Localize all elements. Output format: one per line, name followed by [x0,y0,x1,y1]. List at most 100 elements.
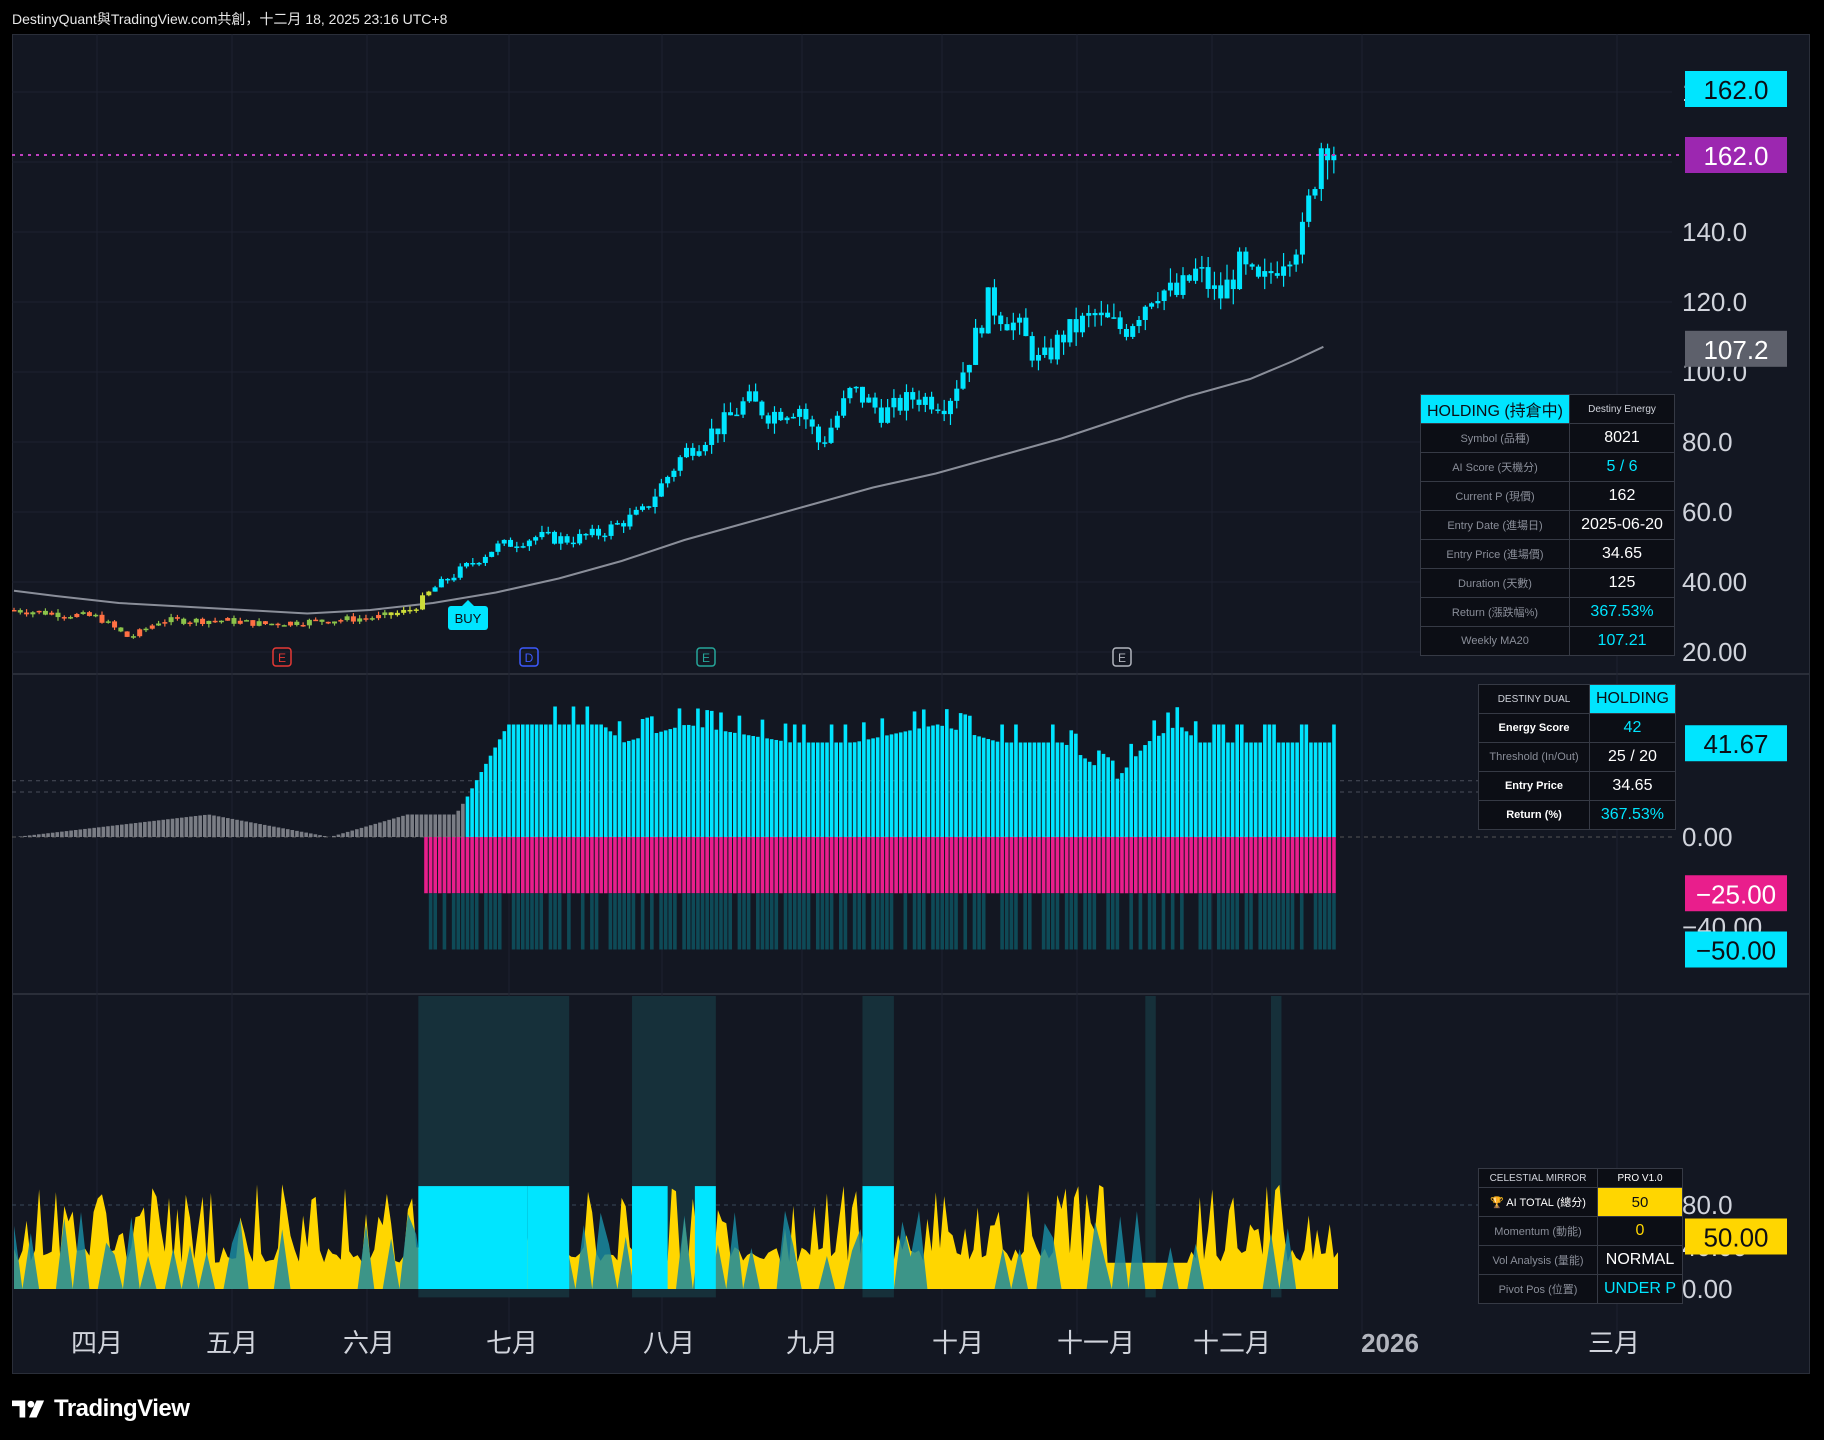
energy-bar [405,814,410,837]
row-value: 34.65 [1589,771,1676,801]
energy-bar [350,830,355,837]
energy-bar [166,819,170,837]
energy-floor-bar [949,893,954,950]
candle-body [1111,317,1117,319]
energy-bar [202,814,207,837]
candle-body [1299,221,1305,255]
energy-negative-bar [447,837,451,894]
energy-negative-bar [958,837,963,894]
energy-bar [912,711,917,837]
candle-body [1079,315,1085,333]
energy-bar [908,730,912,837]
energy-negative-bar [829,837,834,894]
energy-negative-bar [972,837,977,894]
energy-negative-bar [548,837,553,894]
energy-floor-bar [696,893,700,950]
candle-body [885,407,891,423]
candle-body [363,618,369,620]
energy-negative-bar [1143,837,1147,894]
energy-floor-bar [451,893,456,950]
candle-body [294,621,300,625]
energy-negative-bar [493,837,497,894]
energy-floor-bar [1332,893,1336,950]
energy-negative-bar [433,837,438,894]
energy-floor-bar [1004,893,1009,950]
energy-negative-bar [986,837,991,894]
row-value: NORMAL [1596,1245,1684,1275]
candle-body [1211,285,1217,289]
candle-body [690,447,696,456]
candle-body [168,617,174,623]
chart-svg[interactable]: 180.0140.0120.0100.080.060.040.0020.0016… [12,34,1810,1374]
energy-negative-bar [544,837,548,894]
candle-body [520,546,526,548]
energy-negative-bar [1152,837,1157,894]
energy-threshold-badge: −25.00 [1696,879,1776,909]
energy-negative-bar [1327,837,1332,894]
energy-bar [995,741,1000,837]
candle-body [93,614,99,617]
candle-body [809,419,815,427]
energy-floor-bar [442,893,447,950]
energy-negative-bar [921,837,926,894]
energy-negative-bar [1244,837,1249,894]
energy-negative-bar [1304,837,1309,894]
energy-bar [1244,742,1249,837]
energy-bar [170,818,175,837]
energy-negative-bar [663,837,668,894]
energy-negative-bar [479,837,484,894]
candle-body [947,400,953,415]
energy-negative-bar [1272,837,1276,894]
row-label: Weekly MA20 [1419,626,1571,656]
energy-bar [1037,742,1041,837]
energy-negative-bar [424,837,428,894]
last-price-badge-bg [1685,71,1787,107]
energy-bar [212,815,216,837]
energy-floor-bar [912,893,917,950]
energy-negative-bar [963,837,968,894]
candle-body [589,528,595,536]
candle-body [1167,282,1173,291]
candle-body [225,618,231,621]
energy-bar [96,827,101,837]
candle-body [797,408,803,417]
x-axis-label: 十二月 [1193,1328,1271,1358]
candle-body [464,563,470,567]
energy-negative-bar [1249,837,1253,894]
energy-negative-bar [585,837,590,894]
candle-body [910,392,916,400]
energy-negative-bar [511,837,516,894]
energy-bar [945,709,949,837]
row-label: Entry Price [1478,771,1590,801]
energy-negative-bar [539,837,544,894]
energy-negative-bar [1230,837,1235,894]
candle-body [1218,285,1224,299]
energy-floor-bar [1046,893,1051,950]
energy-negative-bar [1166,837,1170,894]
energy-bar [189,816,193,837]
energy-bar [32,834,37,837]
candle-body [1281,266,1287,276]
candle-body [539,531,545,538]
energy-negative-bar [1263,837,1267,894]
energy-negative-bar [792,837,797,894]
energy-negative-bar [1318,837,1322,894]
energy-bar [115,825,119,837]
energy-bar [258,824,262,837]
candle-body [665,476,671,484]
energy-floor-bar [797,893,802,950]
energy-negative-bar [659,837,663,894]
energy-negative-bar [668,837,673,894]
energy-negative-bar [811,837,815,894]
candle-body [790,416,796,419]
energy-bar [1106,757,1110,837]
energy-floor-bar [1023,893,1027,950]
energy-negative-bar [534,837,539,894]
energy-floor-bar [756,893,760,950]
energy-floor-bar [1014,893,1018,950]
candle-body [1117,317,1123,329]
candle-body [897,397,903,411]
energy-bar [848,742,852,837]
energy-bar [673,727,677,837]
energy-bar [1009,742,1014,837]
